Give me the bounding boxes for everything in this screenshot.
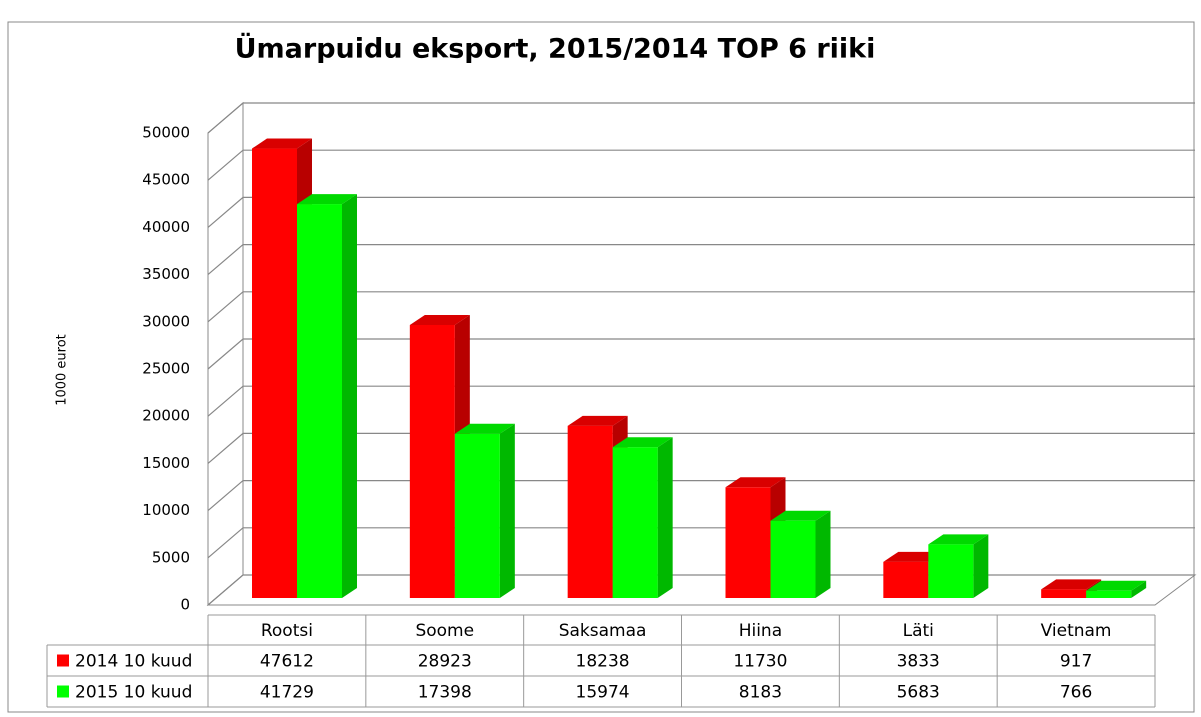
table-value: 917 (1060, 652, 1092, 672)
grid-line (207, 385, 1195, 417)
bar-top (770, 510, 831, 521)
bar (770, 520, 816, 598)
y-tick-label: 10000 (142, 501, 190, 519)
x-tick-label: Läti (903, 621, 934, 641)
bar-top (297, 194, 357, 205)
y-tick-label: 45000 (142, 171, 190, 189)
x-tick-label: Rootsi (261, 621, 313, 641)
bar-top (567, 415, 628, 426)
table-value: 5683 (897, 683, 940, 703)
bar-side (657, 437, 673, 598)
y-tick-label: 30000 (142, 312, 190, 330)
bar (409, 324, 455, 598)
table-value: 17398 (418, 683, 472, 703)
grid-line (207, 432, 1195, 464)
y-tick-label: 40000 (142, 218, 190, 236)
y-tick-label: 35000 (142, 265, 190, 283)
x-tick-label: Saksamaa (559, 621, 647, 641)
grid-line (207, 527, 1195, 559)
bar (297, 204, 342, 598)
grid-line (207, 196, 1195, 228)
legend-swatch (57, 685, 69, 698)
bar-top (1041, 579, 1102, 590)
y-tick-label: 25000 (142, 360, 190, 378)
table-value: 8183 (739, 683, 782, 703)
bar (1041, 589, 1087, 598)
bar-top (454, 423, 515, 434)
legend-label: 2014 10 kuud (75, 652, 192, 672)
table-value: 766 (1060, 683, 1092, 703)
grid-line (207, 480, 1195, 512)
y-tick-label: 15000 (142, 454, 190, 472)
bar (883, 561, 929, 598)
x-tick-label: Soome (415, 621, 474, 641)
grid-line (207, 149, 1195, 181)
bar-top (409, 314, 470, 325)
table-value: 18238 (576, 652, 630, 672)
x-tick-label: Hiina (739, 621, 782, 641)
table-value: 11730 (733, 652, 787, 672)
legend-label: 2015 10 kuud (75, 683, 192, 703)
bar (252, 148, 297, 598)
bar (1086, 590, 1132, 598)
y-axis-label: 1000 eurot (55, 334, 70, 406)
table-value: 3833 (897, 652, 940, 672)
grid-line (207, 574, 1195, 606)
bar (612, 447, 658, 598)
y-tick-label: 50000 (142, 124, 190, 142)
bar (454, 433, 500, 598)
bar-top (252, 138, 312, 149)
grid-line (207, 291, 1195, 323)
bar-top (612, 437, 673, 448)
grid-line (207, 338, 1195, 370)
bar (567, 425, 613, 598)
y-tick-label: 20000 (142, 407, 190, 425)
chart-title: Ümarpuidu eksport, 2015/2014 TOP 6 riiki (235, 32, 876, 65)
bar-top (1086, 580, 1147, 591)
table-value: 41729 (260, 683, 314, 703)
grid-line (207, 102, 1195, 134)
bar-side (499, 423, 515, 598)
table-value: 47612 (260, 652, 314, 672)
bar-side (815, 510, 831, 598)
grid-line (207, 244, 1195, 276)
bar-top (725, 477, 786, 488)
x-tick-label: Vietnam (1041, 621, 1112, 641)
bar (725, 487, 771, 598)
bar-side (973, 534, 989, 598)
y-tick-label: 5000 (152, 548, 190, 566)
y-tick-label: 0 (180, 596, 190, 614)
bar-side (342, 194, 357, 598)
legend-swatch (57, 654, 69, 667)
bar (928, 544, 974, 598)
bar-top (928, 534, 989, 545)
bar-side (1131, 580, 1147, 598)
table-value: 28923 (418, 652, 472, 672)
table-value: 15974 (576, 683, 630, 703)
